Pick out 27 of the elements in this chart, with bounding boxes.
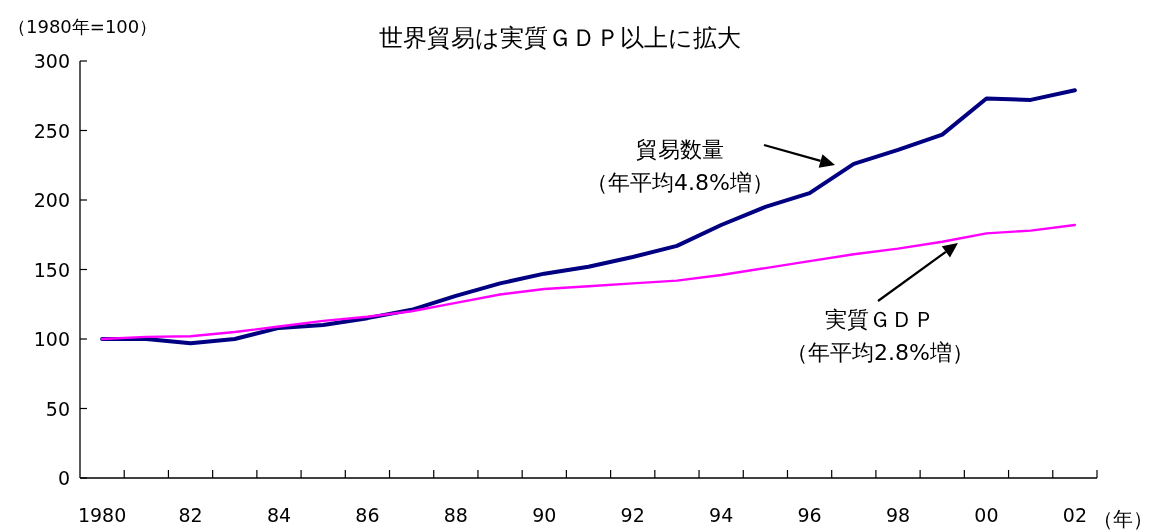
text: 実質ＧＤＰ (825, 307, 935, 332)
y-tick-label: 300 (33, 50, 70, 72)
line-series (100, 223, 1077, 341)
chart-title: 世界貿易は実質ＧＤＰ以上に拡大 (379, 24, 741, 52)
y-tick-label: 250 (33, 119, 70, 142)
annotation: （年平均4.8%増） (586, 170, 774, 195)
text: 貿易数量 (636, 137, 724, 162)
y-tick-label: 200 (33, 189, 70, 211)
annotation: （年平均2.8%増） (786, 340, 974, 365)
x-tick-label: 92 (620, 504, 645, 526)
x-tick-label: 88 (443, 504, 468, 526)
x-tick-label: 82 (178, 504, 203, 526)
x-tick-label: 00 (974, 504, 999, 526)
x-axis-title: （年） (1093, 507, 1153, 531)
x-tick-label: 96 (797, 504, 822, 526)
y-tick-label: 0 (57, 467, 70, 489)
y-tick-label: 50 (45, 397, 70, 420)
x-tick-label: 94 (709, 504, 734, 526)
x-tick-label: 84 (266, 504, 292, 526)
x-tick-label: 02 (1062, 504, 1087, 526)
y-axis-title: （1980年=100） (8, 16, 158, 37)
y-tick-label: 100 (33, 328, 70, 350)
x-tick-label: 1980 (77, 504, 127, 526)
y-tick-label: 150 (33, 258, 70, 281)
x-tick-label: 98 (885, 504, 911, 526)
x-tick-label: 90 (532, 504, 557, 526)
x-tick-label: 86 (355, 504, 380, 526)
